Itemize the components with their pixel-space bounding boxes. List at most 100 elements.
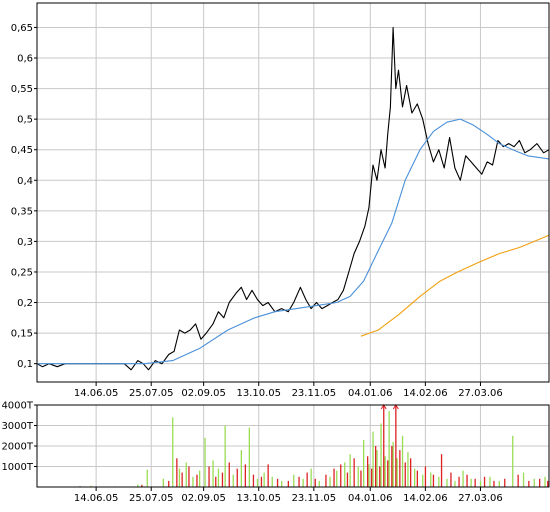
volume-y-tick-label: 3000T xyxy=(1,421,33,432)
price-panel-frame xyxy=(36,2,550,383)
volume-bar-down xyxy=(267,464,269,487)
volume-bar-up xyxy=(422,474,424,487)
price-y-tick-label: 0,15 xyxy=(11,329,33,340)
volume-bar-down xyxy=(371,468,373,487)
volume-x-tick-label: 13.10.05 xyxy=(236,493,281,504)
price-y-tick-label: 0,55 xyxy=(11,84,33,95)
volume-bar-up xyxy=(310,468,312,487)
volume-bar-up xyxy=(263,472,265,487)
volume-bar-down xyxy=(306,472,308,487)
long-moving-average-line xyxy=(360,234,550,337)
volume-x-tick-label: 27.03.06 xyxy=(458,493,503,504)
volume-bar-up xyxy=(392,441,394,487)
volume-bar-up xyxy=(414,468,416,487)
volume-y-tick-label: 1000T xyxy=(1,462,33,473)
volume-bar-down xyxy=(547,480,549,487)
volume-bar-up xyxy=(372,431,374,487)
volume-bar-down xyxy=(252,474,255,487)
volume-bar-down xyxy=(236,468,238,487)
price-y-tick-label: 0,6 xyxy=(17,54,33,65)
volume-bar-down xyxy=(228,462,230,487)
volume-bar-up xyxy=(344,462,346,487)
volume-bar-down xyxy=(340,464,342,487)
volume-bar-up xyxy=(368,464,370,487)
volume-bar-down xyxy=(466,474,468,487)
price-y-tick-label: 0,65 xyxy=(11,23,33,34)
volume-bar-down xyxy=(395,406,397,487)
price-panel: 0,1 0,15 0,2 0,25 0,3 0,35 0,4 0,45 0,5 0,55 0,6 0,… xyxy=(11,2,550,399)
volume-y-tick-label: 2000T xyxy=(1,442,33,453)
volume-bar-up xyxy=(522,472,525,487)
volume-y-tick-label: 4000T xyxy=(1,401,33,412)
volume-bar-down xyxy=(188,466,190,487)
volume-bar-up xyxy=(401,435,404,488)
volume-bar-up xyxy=(192,476,194,488)
price-y-tick-label: 0,5 xyxy=(17,115,33,126)
price-y-tick-labels: 0,1 0,15 0,2 0,25 0,3 0,35 0,4 0,45 0,5 0,55 0,6 0,… xyxy=(11,23,37,370)
volume-bar-down xyxy=(260,476,263,488)
volume-bar-up xyxy=(388,411,390,487)
volume-bar-down xyxy=(176,458,178,487)
volume-x-tick-labels: 14.06.05 25.07.05 02.09.05 13.10.05 23.11.05… xyxy=(74,487,503,504)
volume-bar-up xyxy=(384,456,386,488)
volume-bar-down xyxy=(387,460,389,487)
volume-bar-up xyxy=(336,470,338,487)
volume-bar-up xyxy=(224,425,226,487)
volume-bar-down xyxy=(493,480,495,487)
volume-bar-up xyxy=(293,474,295,487)
volume-bar-up xyxy=(90,485,92,487)
volume-bar-down xyxy=(440,454,443,487)
price-x-tick-label: 25.07.05 xyxy=(129,388,174,399)
volume-bar-up xyxy=(446,478,448,487)
price-y-tick-label: 0,35 xyxy=(11,206,33,217)
volume-bar-up xyxy=(407,452,409,487)
volume-bars-group xyxy=(79,404,549,488)
volume-bar-down xyxy=(539,478,541,487)
volume-bar-up xyxy=(178,468,181,487)
volume-bar-up xyxy=(544,476,546,488)
volume-bar-down xyxy=(379,466,381,487)
volume-bar-down xyxy=(474,478,476,487)
volume-bar-down xyxy=(375,446,377,487)
volume-bar-up xyxy=(199,470,201,487)
volume-bar-up xyxy=(489,476,491,488)
volume-bar-down xyxy=(528,480,530,487)
volume-bar-down xyxy=(196,474,198,487)
price-x-tick-label: 02.09.05 xyxy=(181,388,226,399)
volume-bar-up xyxy=(454,480,456,487)
volume-bar-up xyxy=(498,480,500,487)
volume-x-tick-label: 23.11.05 xyxy=(292,493,337,504)
volume-bar-down xyxy=(141,484,143,487)
price-y-tick-label: 0,45 xyxy=(11,145,33,156)
volume-bar-up xyxy=(185,462,187,487)
volume-bar-up xyxy=(462,470,464,487)
volume-bar-up xyxy=(271,476,273,488)
volume-bar-down xyxy=(399,450,401,487)
price-x-tick-label: 14.06.05 xyxy=(74,388,119,399)
volume-bar-up xyxy=(256,478,259,487)
volume-bar-down xyxy=(287,480,289,487)
volume-bar-down xyxy=(450,472,452,487)
volume-bar-up xyxy=(162,478,164,487)
volume-bar-up xyxy=(240,450,242,487)
volume-bar-down xyxy=(458,476,460,488)
volume-bar-down xyxy=(221,472,224,487)
price-x-tick-labels: 14.06.05 25.07.05 02.09.05 13.10.05 23.11.05… xyxy=(74,382,503,399)
price-y-tick-label: 0,25 xyxy=(11,267,33,278)
volume-bar-up xyxy=(212,460,214,487)
volume-bar-down xyxy=(360,470,362,487)
volume-bar-up xyxy=(380,423,382,487)
volume-bar-down xyxy=(276,478,279,487)
volume-bar-up xyxy=(438,476,440,488)
volume-bar-down xyxy=(325,474,327,487)
volume-bar-up xyxy=(357,466,359,487)
price-y-tick-label: 0,2 xyxy=(17,298,33,309)
volume-bar-down xyxy=(168,480,170,487)
volume-bar-down xyxy=(432,474,435,487)
volume-bar-down xyxy=(298,476,300,488)
volume-bar-down xyxy=(353,458,355,487)
volume-y-tick-labels: 1000T 2000T 3000T 4000T xyxy=(1,401,37,473)
volume-bar-down xyxy=(314,478,316,487)
volume-bar-down xyxy=(244,464,246,487)
